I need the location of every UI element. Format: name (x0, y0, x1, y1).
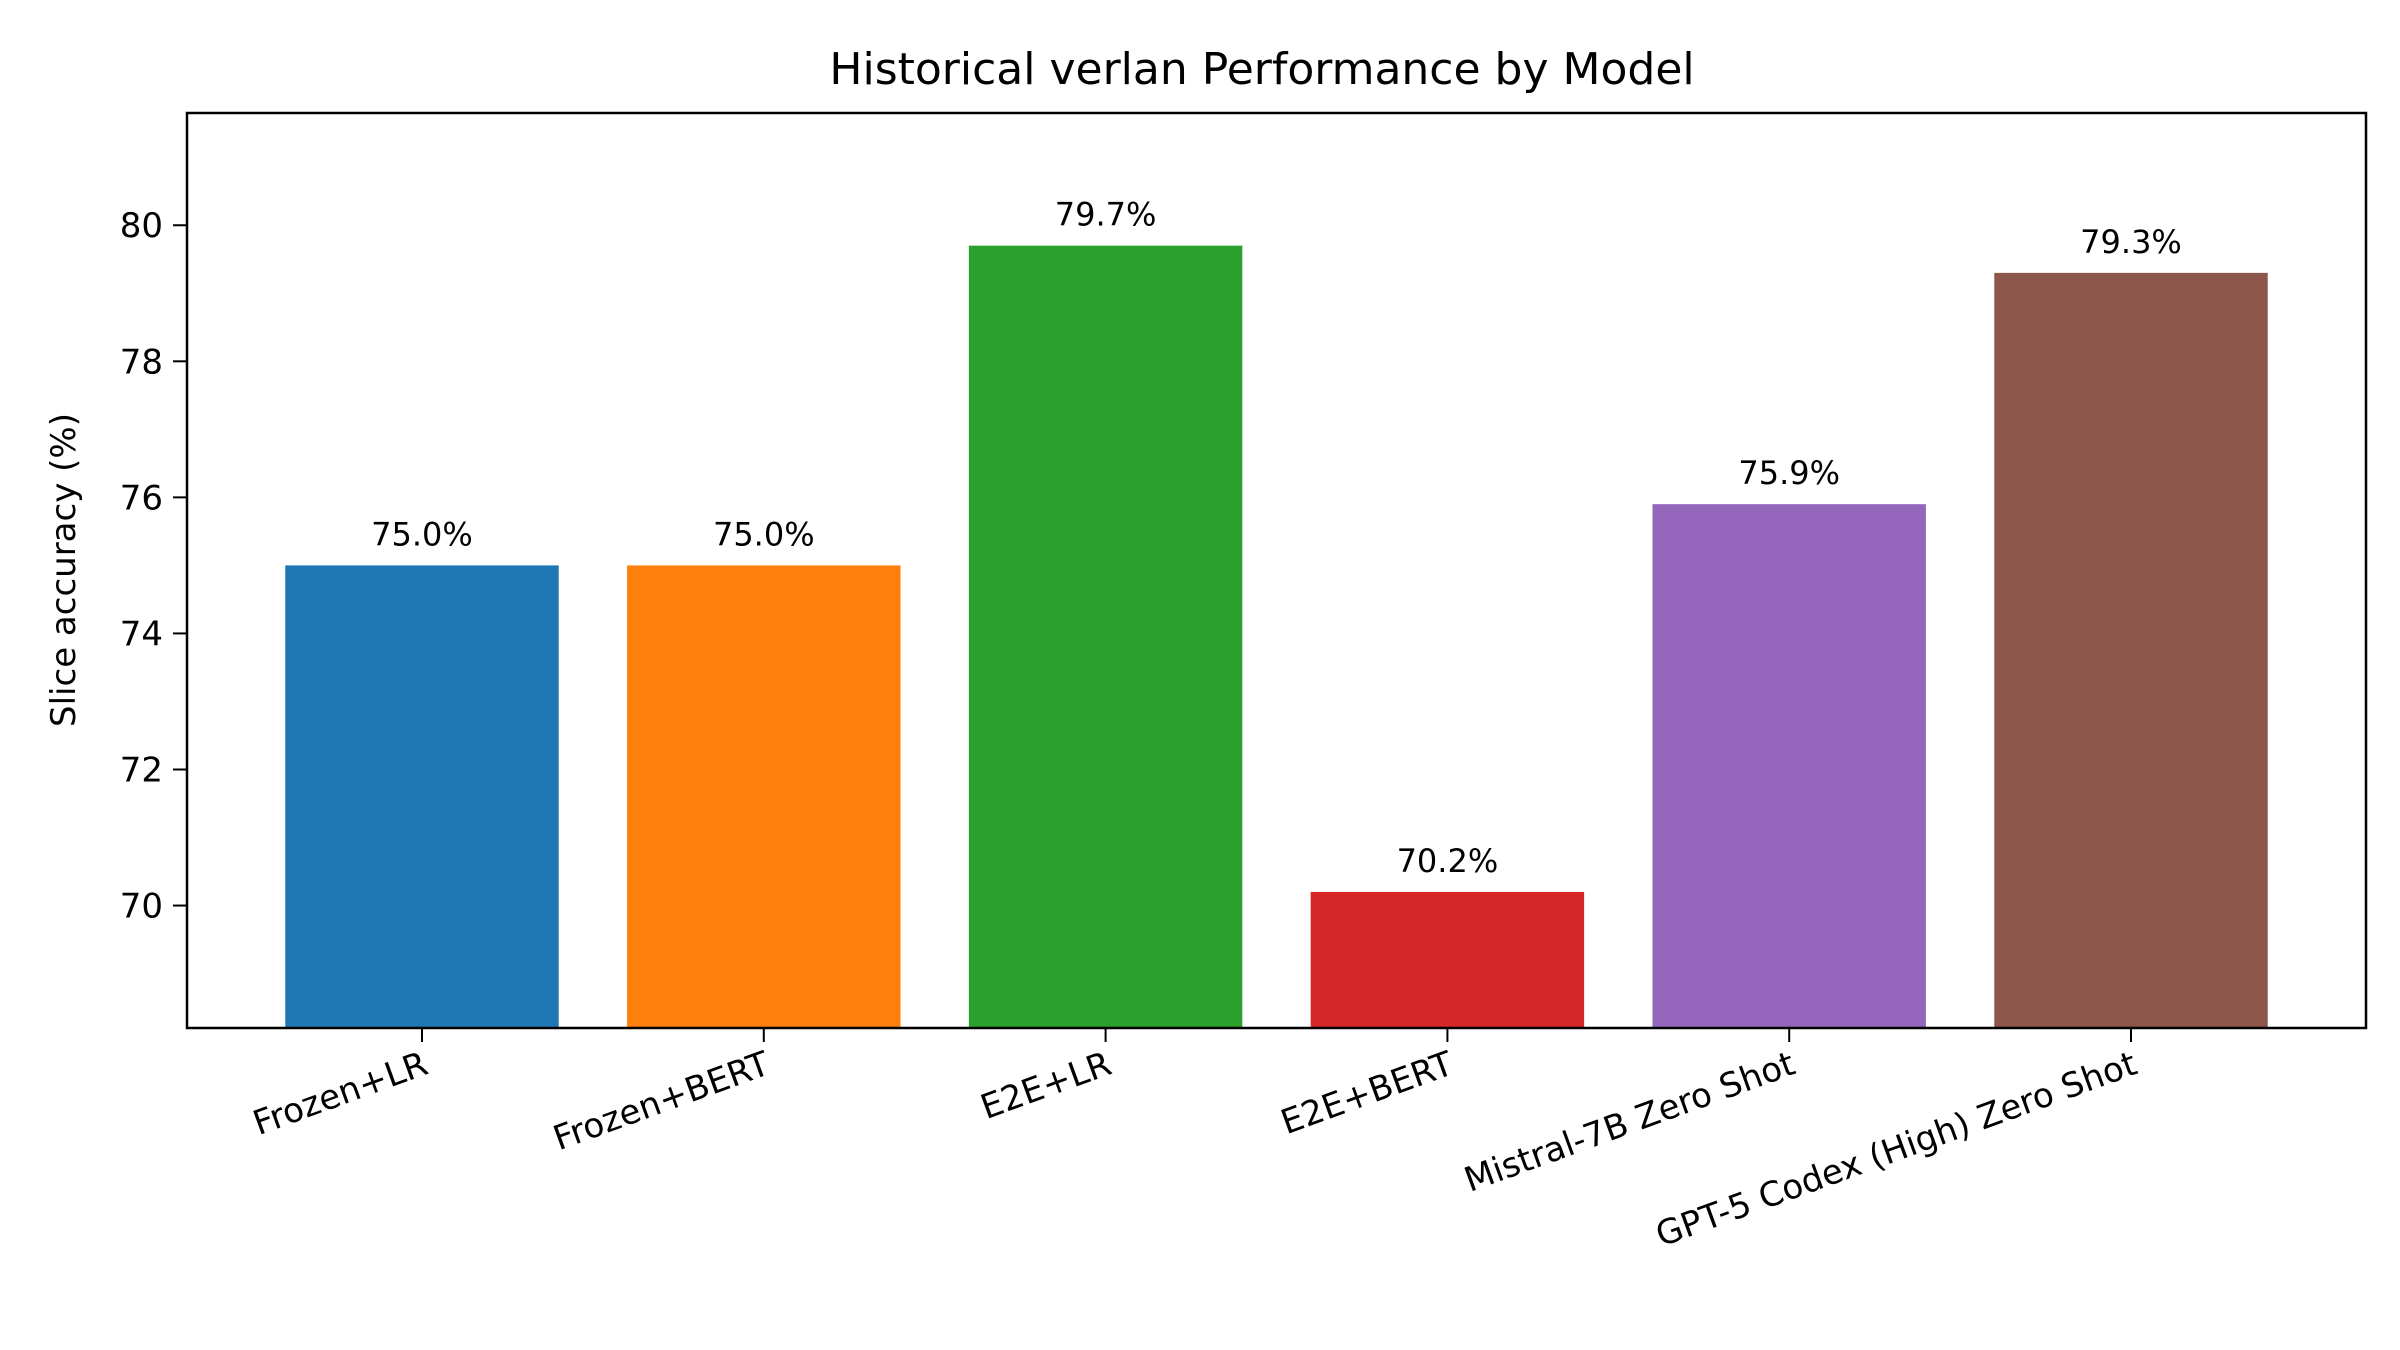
x-tick-label: E2E+LR (976, 1044, 1117, 1128)
bars-layer (285, 245, 2268, 1029)
y-tick-label: 74 (120, 614, 163, 654)
bar (627, 565, 901, 1028)
x-tick-label: Mistral-7B Zero Shot (1459, 1044, 1800, 1201)
x-tick-label: Frozen+BERT (548, 1044, 775, 1159)
chart-title: Historical verlan Performance by Model (829, 44, 1694, 95)
bar (1652, 504, 1926, 1028)
y-tick-label: 72 (120, 750, 163, 790)
bar-value-label: 75.0% (713, 515, 815, 553)
y-tick-label: 76 (120, 478, 163, 518)
x-tick-label: Frozen+LR (248, 1044, 433, 1144)
bar-value-label: 75.0% (371, 515, 473, 553)
bar (1994, 272, 2268, 1029)
y-tick-label: 80 (120, 206, 163, 246)
bar (1310, 891, 1585, 1028)
bar-value-label: 79.3% (2080, 223, 2182, 261)
y-tick-label: 70 (120, 887, 163, 927)
x-tick-label: E2E+BERT (1276, 1044, 1459, 1143)
bar-value-label: 75.9% (1738, 454, 1840, 492)
y-tick-label: 78 (120, 342, 163, 382)
bar (968, 245, 1243, 1029)
bar (285, 565, 559, 1028)
bar-value-label: 70.2% (1397, 842, 1499, 880)
y-axis-label: Slice accuracy (%) (44, 413, 84, 727)
plot-area-frame (185, 111, 2368, 1030)
value-labels-layer: 75.0% 75.0% 79.7% 70.2% 75.9% 79.3% (371, 196, 2182, 880)
bar-value-label: 79.7% (1055, 196, 1157, 234)
